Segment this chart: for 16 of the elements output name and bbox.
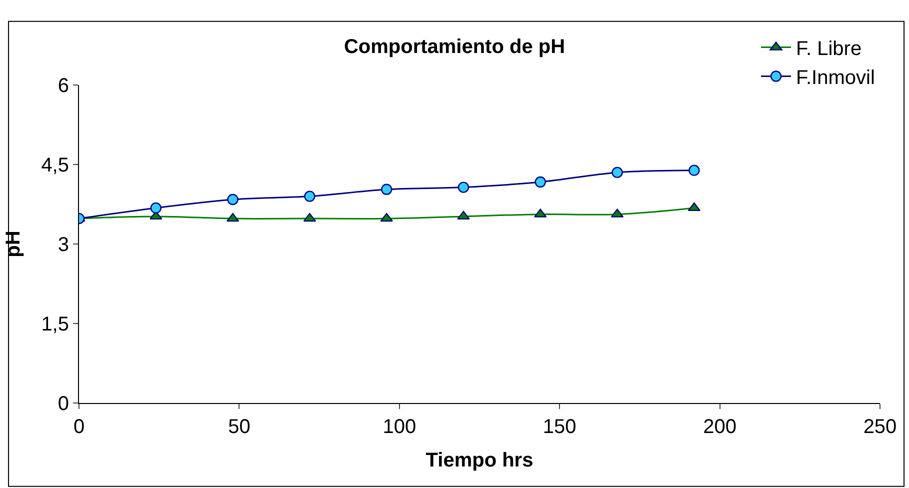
y-tick-label: 3 <box>58 234 69 256</box>
x-tick-label: 50 <box>228 416 250 438</box>
x-tick-label: 150 <box>542 416 576 438</box>
legend-label: F. Libre <box>796 38 862 60</box>
legend-label: F.Inmovil <box>796 67 875 90</box>
x-axis-title: Tiempo hrs <box>426 450 534 472</box>
y-tick-label: 0 <box>58 393 69 415</box>
x-tick-label: 0 <box>73 416 85 438</box>
y-tick-label: 4,5 <box>41 154 69 176</box>
x-tick-label: 100 <box>382 416 416 438</box>
y-axis-title: pH <box>2 230 25 258</box>
chart-title: Comportamiento de pH <box>344 36 566 58</box>
x-tick-label: 200 <box>703 416 736 438</box>
y-tick-label: 6 <box>58 75 69 97</box>
x-tick-label: 250 <box>863 416 897 438</box>
y-tick-label: 1,5 <box>41 314 69 336</box>
